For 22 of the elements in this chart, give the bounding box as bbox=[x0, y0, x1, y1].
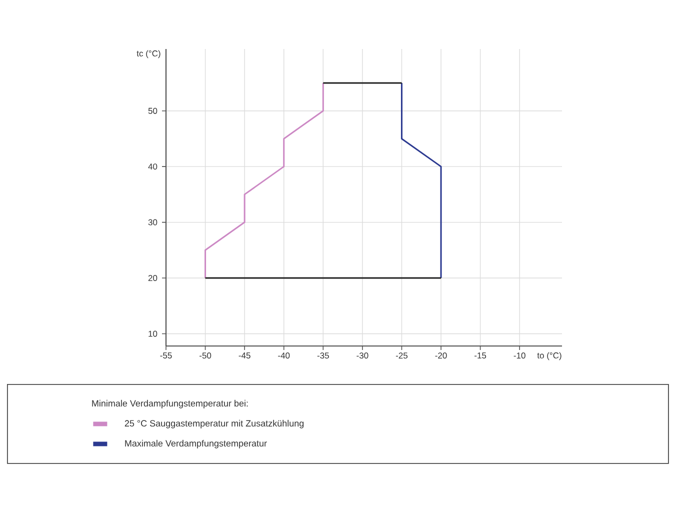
x-tick-label: -25 bbox=[396, 352, 408, 359]
x-tick-label: -30 bbox=[356, 352, 368, 359]
line-series bbox=[400, 82, 442, 279]
legend-label: Maximale Verdampfungstemperatur bbox=[125, 440, 267, 448]
y-tick-label: 50 bbox=[148, 108, 158, 114]
x-tick-label: -15 bbox=[474, 352, 486, 358]
y-axis-title: tc (°C) bbox=[136, 50, 160, 58]
x-tick-label: -50 bbox=[200, 352, 212, 359]
x-tick-label: -45 bbox=[238, 352, 250, 358]
x-tick-label: -35 bbox=[317, 352, 329, 359]
x-tick-label: -10 bbox=[514, 352, 526, 359]
x-axis-title: to (°C) bbox=[537, 352, 562, 360]
line-series bbox=[204, 82, 324, 279]
x-tick-label: -20 bbox=[435, 352, 447, 359]
y-tick-label: 20 bbox=[148, 275, 158, 282]
legend-title: Minimale Verdampfungstemperatur bei: bbox=[92, 400, 248, 408]
x-tick-label: -40 bbox=[278, 352, 290, 359]
legend-label: 25 °C Sauggastemperatur mit Zusatzkühlung bbox=[124, 420, 304, 428]
y-tick-label: 40 bbox=[148, 164, 158, 170]
x-tick-label: -55 bbox=[160, 352, 172, 358]
y-tick-label: 30 bbox=[148, 219, 158, 226]
y-tick-label: 10 bbox=[148, 330, 158, 337]
